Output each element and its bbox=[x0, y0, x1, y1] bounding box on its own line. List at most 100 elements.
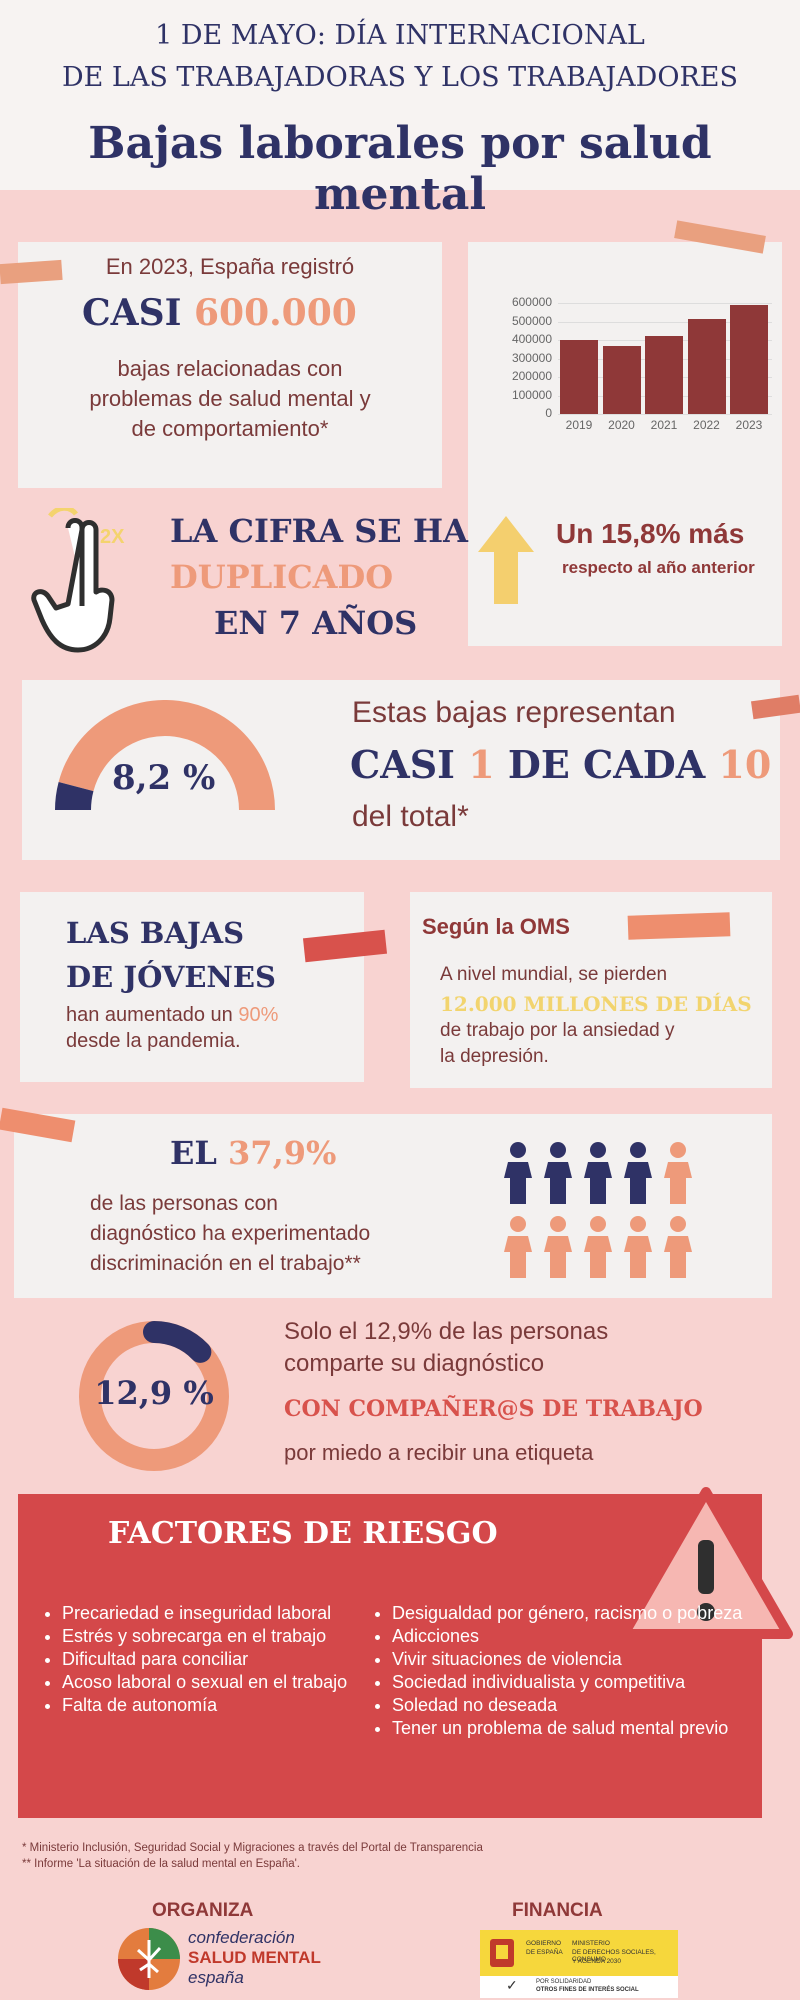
footnote-2: ** Informe 'La situación de la salud men… bbox=[22, 1858, 301, 1870]
gov-line1: GOBIERNO bbox=[526, 1940, 562, 1947]
footnote-1: * Ministerio Inclusión, Seguridad Social… bbox=[22, 1842, 483, 1854]
doubled-line1: LA CIFRA SE HA bbox=[170, 512, 468, 550]
youth-title1: LAS BAJAS bbox=[66, 916, 245, 950]
stat-number: CASI 600.000 bbox=[82, 292, 357, 334]
org-logo-line2: SALUD MENTAL bbox=[188, 1948, 321, 1967]
youth-desc2: desde la pandemia. bbox=[66, 1030, 241, 1052]
risk-card bbox=[18, 1494, 762, 1818]
x-tick-label: 2019 bbox=[565, 418, 593, 432]
bar-2023 bbox=[730, 305, 768, 414]
stat-desc2: problemas de salud mental y bbox=[89, 386, 371, 411]
sol-line2: OTROS FINES DE INTERÉS SOCIAL bbox=[536, 1987, 639, 1993]
gridline bbox=[558, 321, 772, 323]
y-tick-label: 100000 bbox=[511, 387, 552, 402]
hand-two-fingers-icon bbox=[31, 508, 115, 653]
list-item: Desigualdad por género, racismo o pobrez… bbox=[392, 1602, 752, 1625]
person-icon bbox=[664, 1216, 692, 1278]
y-tick-label: 0 bbox=[545, 406, 552, 420]
tape-decoration bbox=[627, 912, 731, 940]
increase-desc: respecto al año anterior bbox=[562, 558, 755, 577]
ring-chart bbox=[79, 1321, 229, 1471]
list-item: Soledad no deseada bbox=[392, 1694, 752, 1717]
y-tick-label: 200000 bbox=[511, 369, 552, 384]
header-line2: DE LAS TRABAJADORAS Y LOS TRABAJADORES bbox=[61, 62, 738, 93]
gauge-rest bbox=[58, 700, 275, 811]
youth-desc1-pre: han aumentado un bbox=[66, 1004, 233, 1026]
oms-highlight: 12.000 MILLONES DE DÍAS bbox=[440, 992, 752, 1016]
y-tick-label: 400000 bbox=[511, 332, 552, 347]
gov-line2: DE ESPAÑA bbox=[526, 1949, 563, 1956]
shares-highlight: CON COMPAÑER@S DE TRABAJO bbox=[284, 1396, 703, 1422]
header-line1: 1 DE MAYO: DÍA INTERNACIONAL bbox=[155, 20, 645, 51]
coat-of-arms-icon bbox=[490, 1939, 514, 1967]
person-icon bbox=[544, 1142, 572, 1204]
page-title: Bajas laborales por salud mental bbox=[88, 118, 712, 220]
list-item: Falta de autonomía bbox=[62, 1694, 362, 1717]
badge-2x: 2X bbox=[100, 526, 125, 548]
list-item: Dificultad para conciliar bbox=[62, 1648, 362, 1671]
bar-2020 bbox=[602, 345, 641, 414]
discrimination-el: EL bbox=[170, 1134, 217, 1172]
person-icon bbox=[664, 1142, 692, 1204]
org-logo-icon bbox=[118, 1928, 180, 1990]
list-item: Acoso laboral o sexual en el trabajo bbox=[62, 1671, 362, 1694]
ring-fill bbox=[143, 1321, 212, 1363]
sol-line1: POR SOLIDARIDAD bbox=[536, 1979, 592, 1985]
shares-line1: Solo el 12,9% de las personas bbox=[284, 1318, 609, 1345]
person-icon bbox=[504, 1216, 532, 1278]
shares-line4: por miedo a recibir una etiqueta bbox=[284, 1440, 594, 1465]
organiza-label: ORGANIZA bbox=[152, 1900, 254, 1921]
min-line3: Y AGENDA 2030 bbox=[572, 1958, 622, 1965]
stat-casi: CASI bbox=[82, 292, 182, 334]
person-icon bbox=[504, 1142, 532, 1204]
y-tick-label: 300000 bbox=[511, 350, 552, 365]
doubled-line3: EN 7 AÑOS bbox=[214, 604, 418, 642]
list-item: Vivir situaciones de violencia bbox=[392, 1648, 752, 1671]
discrimination-line1: de las personas con bbox=[90, 1192, 278, 1215]
stat-intro: En 2023, España registró bbox=[105, 254, 355, 279]
y-tick-label: 500000 bbox=[511, 313, 552, 328]
checkmark-icon: ✓ bbox=[506, 1977, 518, 1993]
warning-icon bbox=[619, 1487, 793, 1639]
oms-line3: de trabajo por la ansiedad y bbox=[440, 1020, 675, 1041]
ring-value: 12,9 % bbox=[94, 1374, 214, 1412]
oms-line4: la depresión. bbox=[440, 1046, 549, 1067]
person-icon bbox=[624, 1216, 652, 1278]
oms-title: Según la OMS bbox=[422, 914, 570, 939]
gauge-value: 8,2 % bbox=[112, 758, 216, 798]
one-in-ten-line3: del total* bbox=[352, 800, 469, 833]
list-item: Precariedad e inseguridad laboral bbox=[62, 1602, 362, 1625]
one-in-ten-line2: CASI 1 DE CADA 10 bbox=[350, 742, 771, 787]
org-logo-line3: españa bbox=[188, 1968, 244, 1987]
one-in-ten-line1: Estas bajas representan bbox=[352, 696, 676, 729]
y-tick-label: 600000 bbox=[511, 295, 552, 310]
stat-value: 600.000 bbox=[193, 292, 357, 334]
youth-card bbox=[20, 892, 364, 1082]
gauge-fill bbox=[55, 781, 94, 811]
shares-line2: comparte su diagnóstico bbox=[284, 1350, 545, 1377]
youth-title2: DE JÓVENES bbox=[66, 960, 276, 994]
people-pictogram bbox=[504, 1142, 692, 1278]
discrimination-pct: 37,9% bbox=[228, 1134, 337, 1172]
sol-box: ✓ POR SOLIDARIDAD OTROS FINES DE INTERÉS… bbox=[480, 1976, 678, 1998]
risk-title: FACTORES DE RIESGO bbox=[108, 1516, 498, 1551]
risk-list-right: Desigualdad por género, racismo o pobrez… bbox=[370, 1602, 752, 1740]
youth-desc1: han aumentado un 90% bbox=[66, 1004, 278, 1027]
person-icon bbox=[584, 1216, 612, 1278]
gridline bbox=[558, 414, 772, 415]
discrimination-line2: diagnóstico ha experimentado bbox=[90, 1222, 371, 1245]
list-item: Sociedad individualista y competitiva bbox=[392, 1671, 752, 1694]
increase-value: Un 15,8% más bbox=[556, 518, 745, 549]
oms-line1: A nivel mundial, se pierden bbox=[440, 964, 668, 985]
org-logo-line1: confederación bbox=[188, 1928, 295, 1947]
risk-list-left: Precariedad e inseguridad laboral Estrés… bbox=[40, 1602, 362, 1717]
gauge-chart bbox=[55, 700, 275, 811]
arrow-up-icon bbox=[478, 516, 534, 604]
discrimination-pct-line: EL 37,9% bbox=[170, 1134, 336, 1172]
list-item: Adicciones bbox=[392, 1625, 752, 1648]
doubled-line2: DUPLICADO bbox=[170, 558, 394, 596]
person-icon bbox=[624, 1142, 652, 1204]
list-item: Tener un problema de salud mental previo bbox=[392, 1717, 752, 1740]
stat-desc3: de comportamiento* bbox=[131, 416, 329, 441]
bar-2019 bbox=[560, 340, 598, 414]
